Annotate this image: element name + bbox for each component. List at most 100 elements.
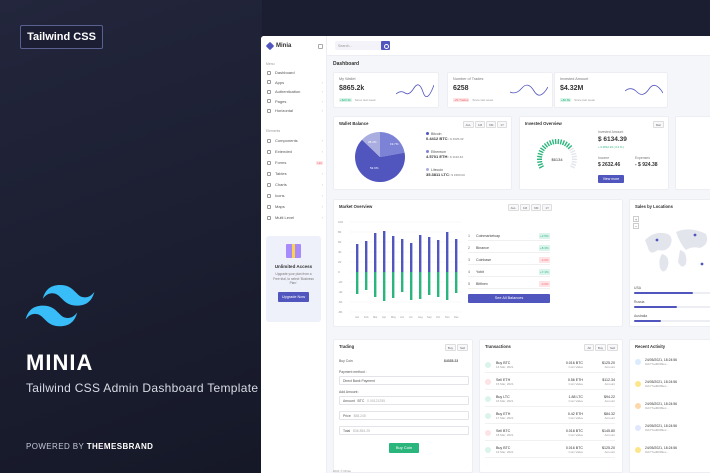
activity-item[interactable]: 24/05/2021, 18:24:56 0xb77ad0099ec... xyxy=(635,402,680,418)
sidebar-item[interactable]: Apps › xyxy=(267,80,323,85)
sidebar-item-label: Forms xyxy=(275,160,287,165)
sidebar-item[interactable]: Horizontal › xyxy=(267,108,323,113)
tx-coin-col: 0.016 BTC Coin Value xyxy=(547,446,583,454)
invested-select[interactable]: Mar xyxy=(652,121,664,128)
market-bar-positive xyxy=(437,240,440,272)
sidebar-item[interactable]: Pages › xyxy=(267,99,323,104)
month-select[interactable]: Mar xyxy=(652,121,664,128)
coin-icon xyxy=(635,403,641,409)
gauge-tick xyxy=(551,139,555,145)
exchange-row[interactable]: 3 Coinbase -3.6% xyxy=(468,256,550,265)
arrow-down-icon xyxy=(485,362,491,368)
transactions-title: Transactions xyxy=(485,344,511,349)
tx-tab-all[interactable]: All xyxy=(584,344,594,351)
tx-date: 18 Mar, 2021 xyxy=(496,433,514,437)
total-value: $36.854.25 xyxy=(353,429,370,434)
total-input[interactable]: Total $36.854.25 xyxy=(339,426,469,435)
exchange-row[interactable]: 5 Bitfinex -0.9% xyxy=(468,280,550,289)
tx-date: 19 Mar, 2021 xyxy=(496,450,514,454)
wallet-tab[interactable]: ALL xyxy=(462,121,474,128)
upgrade-card: Unlimited Access Upgrade your plan from … xyxy=(266,236,321,322)
activity-item[interactable]: 24/05/2021, 18:24:56 0xb77ad0099ec... xyxy=(635,424,680,440)
tx-usd: $125.20 xyxy=(602,361,615,365)
wallet-tab[interactable]: 6M xyxy=(486,121,497,128)
chevron-right-icon: › xyxy=(321,79,323,85)
gauge-tick xyxy=(571,160,577,164)
zoom-in-icon[interactable]: + xyxy=(633,216,639,222)
trading-tab-buy[interactable]: Buy xyxy=(444,344,456,351)
trading-tab-sell[interactable]: Sell xyxy=(456,344,468,351)
sidebar-item[interactable]: Extended › xyxy=(267,149,323,154)
transaction-row[interactable]: Buy LTC 16 Mar, 2021 1.88 LTC Coin Value $94… xyxy=(485,392,615,407)
available-label: Buy Coin xyxy=(339,359,353,363)
upgrade-title: Unlimited Access xyxy=(274,264,313,269)
kpi-change: -29 Trades Since last week xyxy=(453,98,496,102)
activity-date: 24/05/2021, 18:24:56 xyxy=(645,380,678,384)
activity-item[interactable]: 24/05/2021, 18:24:56 0xb77ad0099ec... xyxy=(635,446,680,462)
sidebar-item[interactable]: Authentication › xyxy=(267,89,323,94)
grid-icon[interactable] xyxy=(318,44,323,49)
sidebar-item[interactable]: Forms Hot xyxy=(267,160,323,165)
price-input[interactable]: Price $58.245 xyxy=(339,411,469,420)
sidebar-item[interactable]: Tables › xyxy=(267,171,323,176)
transaction-row[interactable]: Sell ETH 15 Mar, 2021 0.56 ETH Coin Value $1… xyxy=(485,375,615,390)
location-name: Australia xyxy=(634,314,648,318)
tx-label: Sell ETH xyxy=(496,378,511,382)
promo-panel: Tailwind CSS MINIA Tailwind CSS Admin Da… xyxy=(0,0,262,473)
see-all-balances-button[interactable]: See All Balances xyxy=(468,294,550,303)
tx-usd-sub: Amount xyxy=(604,450,615,454)
market-tab[interactable]: 1M xyxy=(519,204,531,211)
tx-coin: 1.88 LTC xyxy=(568,395,583,399)
powered-brand: THEMESBRAND xyxy=(86,442,154,451)
payment-select[interactable]: Direct Bank Payment xyxy=(339,376,469,385)
market-tab[interactable]: ALL xyxy=(507,204,519,211)
tx-tab-buy[interactable]: Buy xyxy=(594,344,606,351)
wallet-tab[interactable]: 1Y xyxy=(497,121,507,128)
market-tab[interactable]: 6M xyxy=(531,204,542,211)
sidebar-item[interactable]: Icons › xyxy=(267,193,323,198)
wallet-title: Wallet Balance xyxy=(339,121,369,126)
sidebar-item[interactable]: Multi Level › xyxy=(267,215,323,220)
exchange-row[interactable]: 1 Coinmarketcap +2.5% xyxy=(468,232,550,241)
activity-id: 0xb77ad0099ec... xyxy=(645,406,669,410)
sidebar: Minia Menu Dashboard Apps › Authentication ›… xyxy=(261,36,327,473)
sidebar-item[interactable]: Components › xyxy=(267,138,323,143)
transactions-card: Transactions All Buy Sell Buy BTC 14 Mar,… xyxy=(479,339,623,473)
gauge-tick xyxy=(561,140,566,146)
upgrade-button[interactable]: Upgrade Now xyxy=(278,292,309,302)
market-tab[interactable]: 1Y xyxy=(542,204,552,211)
amount-input[interactable]: Amount BTC 0.00121255 xyxy=(339,396,469,405)
sidebar-item[interactable]: Dashboard xyxy=(267,70,323,75)
tx-coin-sub: Coin Value xyxy=(568,382,583,386)
buy-coin-button[interactable]: Buy Coin xyxy=(389,443,419,453)
market-bar-positive xyxy=(374,233,377,272)
location-bar-track xyxy=(634,306,710,308)
gauge-tick xyxy=(563,141,568,147)
transaction-row[interactable]: Buy ETH 17 Mar, 2021 0.42 ETH Coin Value $84… xyxy=(485,409,615,424)
sidebar-item[interactable]: Maps › xyxy=(267,204,323,209)
app-logo[interactable]: Minia xyxy=(265,41,291,51)
tx-usd: $112.34 xyxy=(602,378,615,382)
exchange-row[interactable]: 2 Binance +8.3% xyxy=(468,244,550,253)
gauge-tick xyxy=(537,152,543,156)
search-input[interactable]: Search... xyxy=(335,41,383,50)
transaction-row[interactable]: Sell BTC 18 Mar, 2021 0.018 BTC Coin Value $… xyxy=(485,426,615,441)
y-tick-label: -60 xyxy=(338,300,343,304)
sidebar-item[interactable]: Charts › xyxy=(267,182,323,187)
sidebar-item-label: Components xyxy=(275,138,298,143)
tx-tab-sell[interactable]: Sell xyxy=(606,344,618,351)
chevron-right-icon: › xyxy=(321,138,323,143)
exchange-row[interactable]: 4 Yobit +7.1% xyxy=(468,268,550,277)
invested-card: Invested Overview Mar $6134 Invested Amo… xyxy=(519,116,669,190)
transaction-row[interactable]: Buy BTC 19 Mar, 2021 0.016 BTC Coin Value $1… xyxy=(485,443,615,458)
wallet-tab[interactable]: 1M xyxy=(474,121,486,128)
view-more-button[interactable]: View more xyxy=(598,175,624,183)
x-tick-label: Feb xyxy=(364,315,369,319)
transaction-row[interactable]: Buy BTC 14 Mar, 2021 0.016 BTC Coin Value $1… xyxy=(485,358,615,373)
activity-item[interactable]: 24/05/2021, 18:24:56 0xb77ad0099ec... xyxy=(635,380,680,396)
activity-item[interactable]: 24/05/2021, 18:24:56 0xb77ad0099ec... xyxy=(635,358,680,374)
search-icon[interactable] xyxy=(381,41,390,50)
kpi-change: +$20.9k Since last week xyxy=(339,98,379,102)
coin-dot xyxy=(426,150,429,153)
zoom-out-icon[interactable]: − xyxy=(633,223,639,229)
